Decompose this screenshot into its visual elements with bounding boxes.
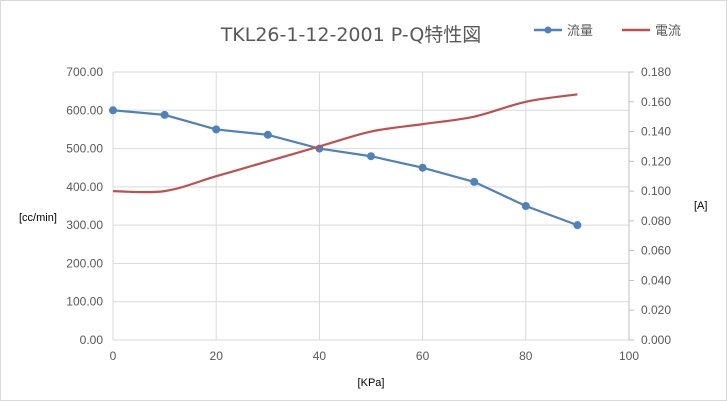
y2-tick-label: 0.160 <box>641 95 671 109</box>
x-tick-label: 100 <box>619 349 639 363</box>
x-tick-label: 40 <box>313 349 327 363</box>
data-point-flow <box>521 202 530 210</box>
y2-tick-label: 0.040 <box>641 273 671 287</box>
y2-tick-label: 0.060 <box>641 244 671 258</box>
y-tick-label: 300.00 <box>66 218 103 232</box>
x-tick-label: 20 <box>210 349 224 363</box>
series-line-flow <box>112 109 578 227</box>
y2-tick-label: 0.000 <box>641 333 671 347</box>
y2-tick-label: 0.140 <box>641 125 671 139</box>
data-point-flow <box>109 106 117 115</box>
y2-axis-label: [A] <box>694 200 707 212</box>
data-point-flow <box>263 130 272 139</box>
data-point-flow <box>160 110 169 119</box>
y-tick-label: 400.00 <box>66 180 103 194</box>
chart-title: TKL26-1-12-2001 P-Q特性図 <box>220 24 482 46</box>
x-tick-label: 80 <box>519 349 533 363</box>
y2-tick-label: 0.020 <box>641 303 671 317</box>
y-tick-label: 0.00 <box>80 333 104 347</box>
y2-tick-label: 0.100 <box>641 184 671 198</box>
data-point-flow <box>418 163 427 172</box>
data-point-flow <box>367 152 375 161</box>
y-axis-label: [cc/min] <box>19 212 57 224</box>
x-axis-label: [KPa] <box>358 377 385 389</box>
data-point-flow <box>573 221 582 230</box>
y-tick-label: 600.00 <box>66 103 103 117</box>
legend-label-current: 電流 <box>655 24 681 39</box>
data-point-flow <box>212 125 221 134</box>
legend: 流量 電流 <box>534 24 681 39</box>
y-tick-label: 100.00 <box>66 295 103 309</box>
series-line-current <box>112 93 578 194</box>
y2-tick-label: 0.120 <box>641 154 671 168</box>
y2-tick-label: 0.180 <box>641 65 671 79</box>
x-tick-label: 60 <box>416 349 430 363</box>
y-tick-label: 500.00 <box>66 142 103 156</box>
y-tick-label: 700.00 <box>66 65 103 79</box>
x-tick-label: 0 <box>110 349 117 363</box>
y2-tick-label: 0.080 <box>641 214 671 228</box>
legend-marker-flow <box>544 26 552 34</box>
legend-label-flow: 流量 <box>567 24 593 39</box>
y-tick-label: 200.00 <box>66 256 103 270</box>
data-point-flow <box>470 177 479 186</box>
